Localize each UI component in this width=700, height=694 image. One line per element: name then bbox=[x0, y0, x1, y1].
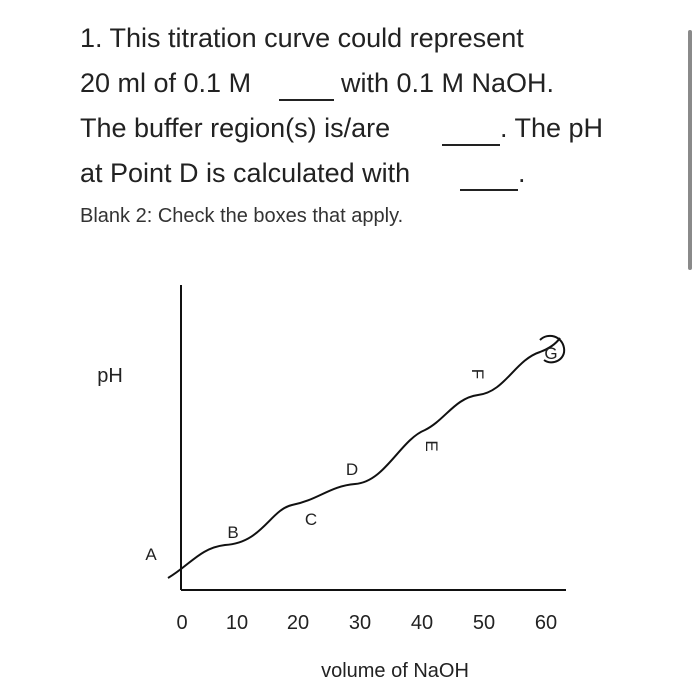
x-axis-label: volume of NaOH bbox=[321, 660, 469, 682]
question-text: . bbox=[518, 158, 526, 188]
x-tick-label: 10 bbox=[226, 612, 248, 634]
x-tick-label: 60 bbox=[535, 612, 557, 634]
point-label: A bbox=[145, 545, 157, 564]
point-g-mark bbox=[539, 334, 566, 364]
instruction: Blank 2: Check the boxes that apply. bbox=[80, 205, 403, 227]
x-tick-label: 50 bbox=[473, 612, 495, 634]
point-label: F bbox=[468, 369, 487, 379]
x-tick-label: 0 bbox=[176, 612, 187, 634]
question-text: . The pH bbox=[500, 113, 603, 143]
scrollbar[interactable] bbox=[688, 30, 692, 270]
question-text: at Point D is calculated with bbox=[80, 158, 410, 188]
y-axis-label: pH bbox=[97, 365, 123, 387]
question-text: 20 ml of 0.1 M bbox=[80, 68, 251, 98]
figure bbox=[167, 285, 566, 591]
titration-curve bbox=[167, 337, 561, 579]
question-text: with 0.1 M NaOH. bbox=[340, 68, 554, 98]
question-text: The buffer region(s) is/are bbox=[80, 113, 390, 143]
point-label: E bbox=[422, 440, 441, 451]
point-label: C bbox=[305, 510, 317, 529]
x-tick-label: 30 bbox=[349, 612, 371, 634]
point-label: G bbox=[544, 344, 557, 363]
question-line: 1. This titration curve could represent bbox=[80, 23, 524, 53]
x-tick-label: 40 bbox=[411, 612, 433, 634]
point-label: B bbox=[227, 523, 238, 542]
point-label: D bbox=[346, 460, 358, 479]
x-tick-label: 20 bbox=[287, 612, 309, 634]
